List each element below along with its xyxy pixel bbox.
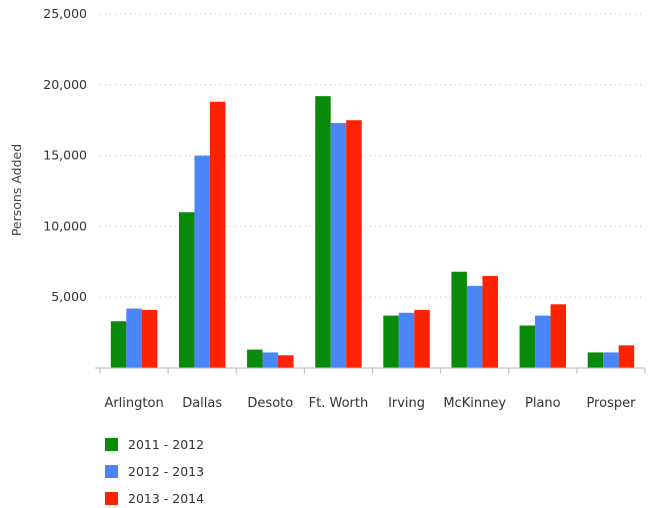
x-tick-label: Ft. Worth: [309, 396, 369, 411]
bar: [587, 352, 604, 368]
y-tick-label: 15,000: [43, 148, 87, 163]
bar: [603, 352, 619, 368]
legend-swatch: [105, 465, 118, 478]
x-tick-label: Prosper: [586, 396, 636, 411]
x-tick-label: Plano: [525, 396, 561, 411]
legend-swatch: [105, 438, 118, 451]
x-tick-label: McKinney: [443, 396, 506, 411]
bar: [451, 271, 467, 368]
bar: [194, 155, 210, 368]
bar: [618, 345, 635, 368]
bar: [346, 120, 362, 368]
legend-item[interactable]: 2013 - 2014: [105, 491, 204, 506]
y-tick-label: 10,000: [43, 218, 87, 233]
x-tick-label: Arlington: [104, 396, 163, 411]
y-tick-label: 20,000: [43, 77, 87, 92]
bar: [535, 315, 551, 368]
y-tick-label: 25,000: [43, 6, 87, 21]
bar: [262, 352, 279, 368]
y-tick-label: 5,000: [51, 289, 87, 304]
legend: 2011 - 2012 2012 - 2013 2013 - 2014: [105, 437, 204, 506]
bar: [110, 321, 127, 368]
bars: [110, 96, 635, 369]
bar: [126, 308, 142, 368]
legend-label: 2013 - 2014: [128, 491, 204, 506]
bar: [247, 349, 263, 368]
bar: [383, 315, 399, 368]
bar: [278, 355, 294, 368]
bar: [482, 275, 498, 368]
legend-swatch: [105, 492, 118, 505]
x-tick-label: Dallas: [182, 396, 222, 411]
bar: [209, 101, 226, 369]
bar: [398, 312, 415, 368]
y-axis-ticks: 5,000 10,000 15,000 20,000 25,000: [43, 6, 87, 304]
bar: [519, 325, 536, 368]
bar: [178, 212, 195, 368]
x-tick-label: Desoto: [247, 396, 293, 411]
bar: [141, 309, 158, 368]
bar: [330, 123, 347, 368]
bar: [414, 309, 430, 368]
x-tick-label: Irving: [388, 396, 425, 411]
legend-label: 2012 - 2013: [128, 464, 204, 479]
bar: [466, 285, 483, 368]
legend-item[interactable]: 2012 - 2013: [105, 464, 204, 479]
legend-label: 2011 - 2012: [128, 437, 204, 452]
y-axis-title: Persons Added: [9, 144, 24, 236]
x-axis-ticks: Arlington Dallas Desoto Ft. Worth Irving McKi…: [99, 368, 646, 411]
legend-item[interactable]: 2011 - 2012: [105, 437, 204, 452]
bar: [315, 96, 331, 369]
bar: [550, 304, 567, 368]
